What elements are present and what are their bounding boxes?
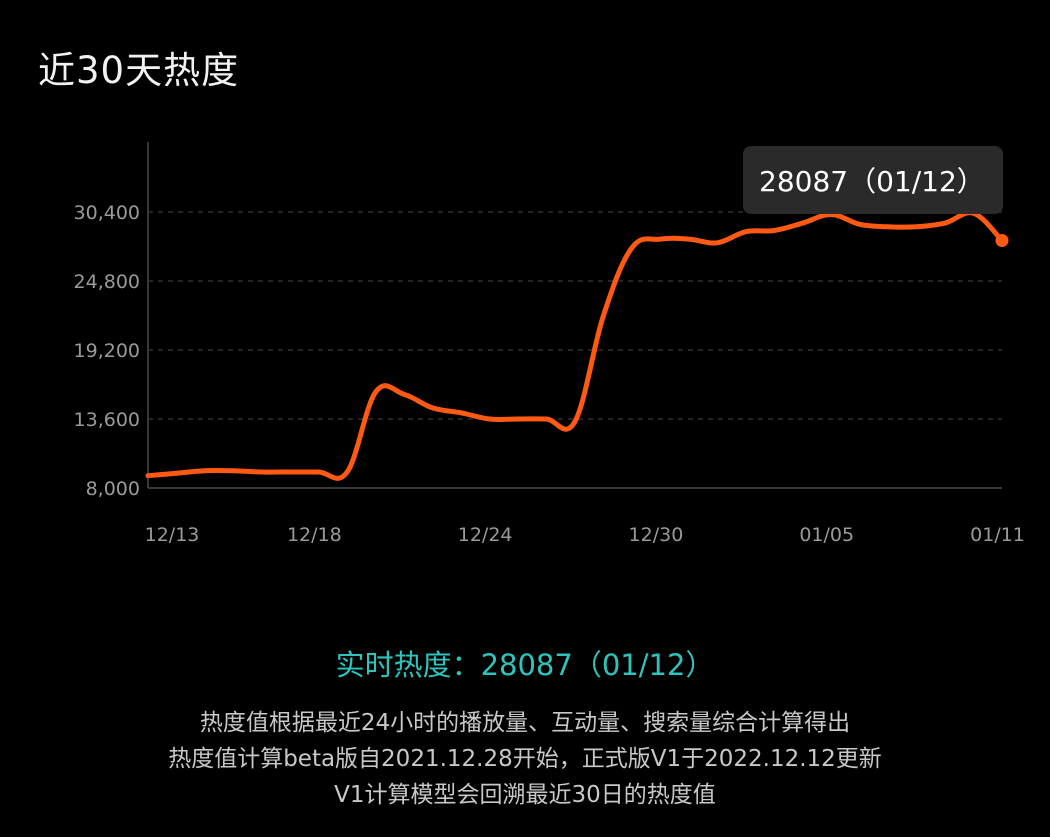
y-tick-label: 30,400 — [74, 202, 140, 224]
y-tick-label: 19,200 — [74, 340, 140, 362]
highlight-point — [995, 233, 1009, 247]
x-tick-label: 01/11 — [970, 524, 1025, 546]
tooltip-box — [743, 146, 1003, 214]
x-tick-label: 12/30 — [629, 524, 684, 546]
y-tick-label: 8,000 — [86, 478, 140, 500]
y-tick-label: 24,800 — [74, 271, 140, 293]
heat-line-chart[interactable]: 8,000 13,600 19,200 24,800 30,400 12/13 12/18 1… — [0, 0, 1050, 600]
chart-title: 近30天热度 — [38, 49, 240, 92]
realtime-heat-label: 实时热度：28087（01/12） — [335, 648, 715, 682]
x-tick-label: 01/05 — [799, 524, 854, 546]
series-line — [145, 210, 1005, 481]
note-line-3: V1计算模型会回溯最近30日的热度值 — [334, 782, 716, 808]
tooltip-text: 28087（01/12） — [759, 165, 985, 198]
note-line-1: 热度值根据最近24小时的播放量、互动量、搜索量综合计算得出 — [199, 710, 851, 736]
x-tick-label: 12/13 — [145, 524, 200, 546]
x-tick-label: 12/18 — [287, 524, 342, 546]
y-tick-label: 13,600 — [74, 409, 140, 431]
x-tick-label: 12/24 — [458, 524, 513, 546]
note-line-2: 热度值计算beta版自2021.12.28开始，正式版V1于2022.12.12… — [168, 746, 882, 772]
